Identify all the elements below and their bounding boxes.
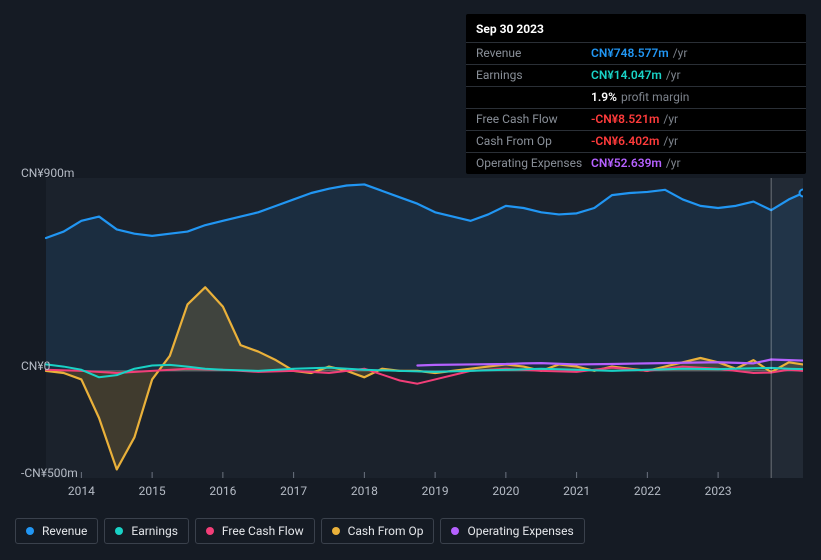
x-axis-labels: 2014 2015 2016 2017 2018 2019 2020 2021 2022 2023 [46,484,807,500]
legend-item-label: Free Cash Flow [222,524,304,538]
tooltip-row: Cash From Op-CN¥6.402m/yr [466,130,806,152]
x-axis-label: 2021 [563,484,590,498]
tooltip-row-value-wrap: CN¥14.047m/yr [591,68,681,83]
x-axis-label: 2019 [422,484,449,498]
legend-dot-icon [451,527,459,535]
tooltip-row-value: CN¥14.047m [591,68,662,82]
legend-item-operating-expenses[interactable]: Operating Expenses [440,518,584,544]
tooltip-row-value-wrap: -CN¥6.402m/yr [591,134,678,149]
tooltip-row-suffix: /yr [666,68,681,82]
legend-item-free-cash-flow[interactable]: Free Cash Flow [195,518,315,544]
y-axis-label: -CN¥500m [21,466,78,480]
x-axis-label: 2014 [68,484,95,498]
legend-dot-icon [206,527,214,535]
tooltip-title: Sep 30 2023 [466,18,806,42]
legend-item-earnings[interactable]: Earnings [104,518,189,544]
legend-dot-icon [26,527,34,535]
tooltip-row-label: Free Cash Flow [476,112,591,127]
tooltip-row-value: 1.9% [591,90,617,104]
tooltip-row-value-wrap: 1.9% profit margin [591,90,689,105]
tooltip-row-value: CN¥748.577m [591,46,669,60]
tooltip-row: Operating ExpensesCN¥52.639m/yr [466,152,806,174]
y-axis-label: CN¥0 [21,359,50,373]
legend-item-label: Earnings [131,524,178,538]
tooltip-row: Free Cash Flow-CN¥8.521m/yr [466,108,806,130]
tooltip-row-value-wrap: CN¥52.639m/yr [591,156,681,171]
tooltip-row-value-wrap: -CN¥8.521m/yr [591,112,678,127]
financials-chart[interactable] [15,178,803,478]
tooltip-row-label [476,90,591,105]
hover-tooltip: Sep 30 2023 RevenueCN¥748.577m/yrEarning… [466,14,806,174]
x-axis-label: 2023 [705,484,732,498]
legend-item-revenue[interactable]: Revenue [15,518,98,544]
tooltip-row-value: -CN¥8.521m [591,112,659,126]
tooltip-row-label: Operating Expenses [476,156,591,171]
tooltip-row-suffix: /yr [663,134,678,148]
tooltip-row: 1.9% profit margin [466,86,806,108]
x-axis-label: 2016 [209,484,236,498]
x-axis-label: 2015 [139,484,166,498]
tooltip-row-suffix: /yr [673,46,688,60]
tooltip-row-label: Revenue [476,46,591,61]
tooltip-row-extra: profit margin [621,90,689,104]
legend-dot-icon [332,527,340,535]
x-axis-label: 2017 [280,484,307,498]
y-axis-label: CN¥900m [21,166,74,180]
tooltip-row-value: -CN¥6.402m [591,134,659,148]
legend-item-label: Operating Expenses [467,524,573,538]
x-axis-label: 2018 [351,484,378,498]
tooltip-row: EarningsCN¥14.047m/yr [466,64,806,86]
legend-dot-icon [115,527,123,535]
tooltip-row-label: Earnings [476,68,591,83]
legend: Revenue Earnings Free Cash Flow Cash From O… [15,518,585,544]
x-axis-label: 2020 [492,484,519,498]
tooltip-row: RevenueCN¥748.577m/yr [466,42,806,64]
tooltip-row-value: CN¥52.639m [591,156,662,170]
x-axis-label: 2022 [634,484,661,498]
tooltip-row-label: Cash From Op [476,134,591,149]
tooltip-row-suffix: /yr [663,112,678,126]
legend-item-label: Cash From Op [348,524,424,538]
legend-item-label: Revenue [42,524,87,538]
tooltip-row-suffix: /yr [666,156,681,170]
legend-item-cash-from-op[interactable]: Cash From Op [321,518,435,544]
tooltip-row-value-wrap: CN¥748.577m/yr [591,46,687,61]
chart-svg [15,178,803,478]
